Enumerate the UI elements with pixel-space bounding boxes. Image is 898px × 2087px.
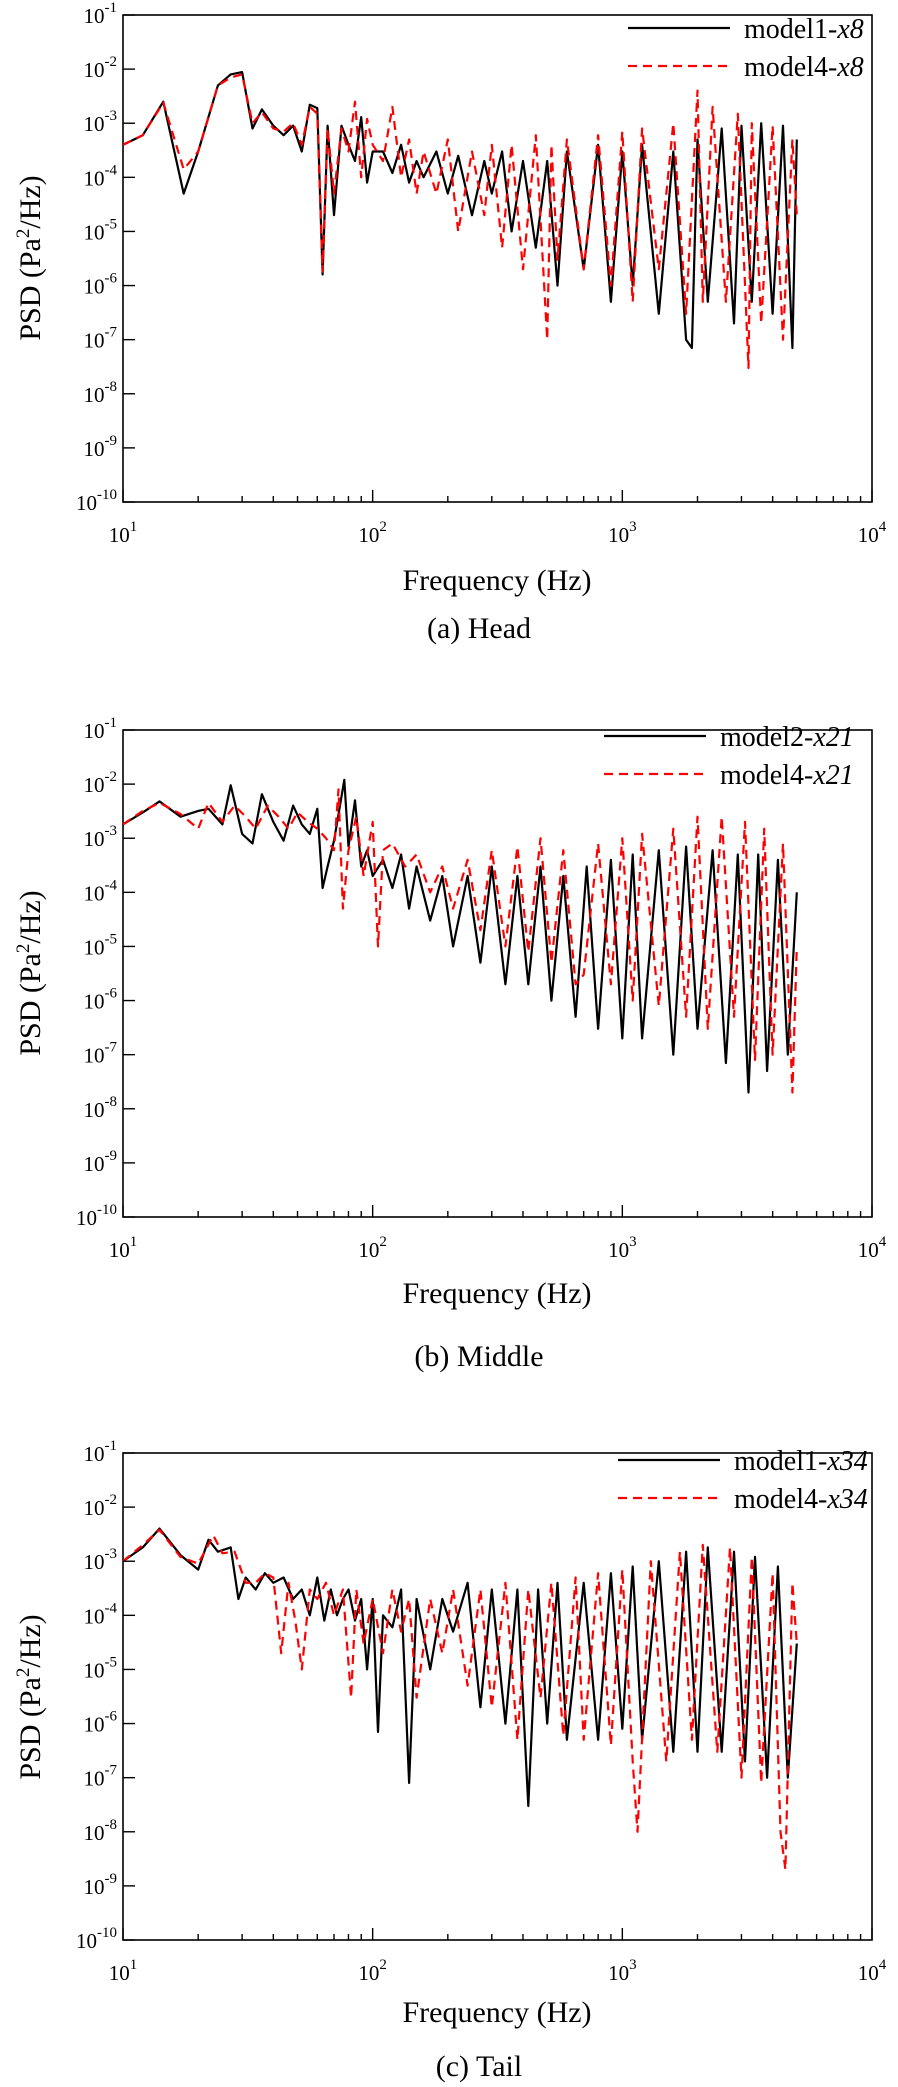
x-tick-label: 104: [858, 1234, 887, 1262]
legend-label-model1-x34: model1-x34: [734, 1446, 868, 1477]
y-tick-label: 10-2: [84, 1492, 118, 1520]
plot-frame: [122, 729, 873, 1218]
y-tick-label: 10-4: [84, 1600, 118, 1628]
y-tick-label: 10-2: [84, 769, 118, 797]
ticks-layer: 101 102 103 104 10-10 10-9 10-8 10-7 10-6 10-5 10-…: [76, 1438, 887, 1985]
x-axis-title: Frequency (Hz): [402, 1996, 591, 2029]
series-line-model1-x34: [122, 1527, 798, 1808]
caption-tail: (c) Tail: [436, 2050, 522, 2083]
y-tick-label: 10-3: [84, 1546, 118, 1574]
y-tick-label: 10-6: [84, 986, 118, 1014]
x-tick-label: 102: [358, 519, 387, 547]
ticks-layer: 101 102 103 104 10-10 10-9 10-8 10-7 10-6 10-5 10-…: [76, 0, 887, 547]
series-line-model2-x21: [122, 778, 798, 1094]
legend-label-model2-x21: model2-x21: [720, 722, 854, 753]
y-tick-label: 10-8: [84, 1094, 118, 1122]
series-line-model4-x8: [122, 73, 798, 370]
y-tick-label: 10-10: [76, 487, 117, 515]
x-axis-title: Frequency (Hz): [402, 564, 591, 597]
y-tick-label: 10-1: [84, 715, 118, 743]
caption-head: (a) Head: [427, 612, 531, 645]
x-tick-label: 103: [608, 519, 637, 547]
series-line-model4-x34: [122, 1528, 798, 1871]
y-tick-label: 10-7: [84, 1040, 118, 1068]
caption-middle: (b) Middle: [414, 1340, 543, 1373]
legend: model1-x8 model4-x8: [628, 14, 864, 83]
ticks-layer: 101 102 103 104 10-10 10-9 10-8 10-7 10-6 10-5 10-…: [76, 715, 887, 1262]
y-tick-label: 10-10: [76, 1925, 117, 1953]
plot-frame: [122, 1452, 873, 1941]
y-tick-label: 10-9: [84, 1148, 118, 1176]
x-tick-label: 101: [109, 1234, 138, 1262]
y-tick-label: 10-4: [84, 877, 118, 905]
y-tick-label: 10-9: [84, 433, 118, 461]
series-layer: [122, 1527, 798, 1871]
y-tick-label: 10-7: [84, 325, 118, 353]
y-tick-label: 10-10: [76, 1202, 117, 1230]
legend-label-model4-x8: model4-x8: [744, 52, 864, 83]
y-tick-label: 10-9: [84, 1871, 118, 1899]
y-tick-label: 10-3: [84, 823, 118, 851]
legend-label-model1-x8: model1-x8: [744, 14, 864, 45]
y-tick-label: 10-1: [84, 1438, 118, 1466]
x-tick-label: 103: [608, 1234, 637, 1262]
y-tick-label: 10-7: [84, 1763, 118, 1791]
y-tick-label: 10-5: [84, 216, 118, 244]
x-tick-label: 104: [858, 1957, 887, 1985]
legend-label-model4-x34: model4-x34: [734, 1484, 868, 1515]
legend: model2-x21 model4-x21: [604, 722, 854, 791]
y-tick-label: 10-8: [84, 1817, 118, 1845]
x-tick-label: 103: [608, 1957, 637, 1985]
x-tick-label: 102: [358, 1234, 387, 1262]
x-tick-label: 102: [358, 1957, 387, 1985]
plot-frame: [122, 14, 873, 503]
legend-label-model4-x21: model4-x21: [720, 760, 854, 791]
series-line-model4-x21: [122, 788, 798, 1094]
y-tick-label: 10-4: [84, 162, 118, 190]
y-tick-label: 10-1: [84, 0, 118, 28]
panel-tail: 101 102 103 104 10-10 10-9 10-8 10-7 10-6 10-5 10-…: [13, 1438, 887, 2083]
y-tick-label: 10-8: [84, 379, 118, 407]
series-line-model1-x8: [122, 70, 798, 350]
x-tick-label: 104: [858, 519, 887, 547]
legend: model1-x34 model4-x34: [618, 1446, 868, 1515]
y-axis-title: PSD (Pa2/Hz): [13, 1614, 47, 1779]
y-tick-label: 10-2: [84, 54, 118, 82]
x-axis-title: Frequency (Hz): [402, 1277, 591, 1310]
series-layer: [122, 778, 798, 1094]
series-layer: [122, 70, 798, 370]
y-tick-label: 10-3: [84, 108, 118, 136]
y-tick-label: 10-6: [84, 271, 118, 299]
y-axis-title: PSD (Pa2/Hz): [13, 890, 47, 1055]
panel-head: 101 102 103 104 10-10 10-9 10-8 10-7 10-6 10-5 10-…: [13, 0, 887, 645]
y-tick-label: 10-5: [84, 931, 118, 959]
y-axis-title: PSD (Pa2/Hz): [13, 175, 47, 340]
x-tick-label: 101: [109, 1957, 138, 1985]
x-tick-label: 101: [109, 519, 138, 547]
y-tick-label: 10-5: [84, 1654, 118, 1682]
panel-middle: 101 102 103 104 10-10 10-9 10-8 10-7 10-6 10-5 10-…: [13, 715, 887, 1373]
y-tick-label: 10-6: [84, 1709, 118, 1737]
